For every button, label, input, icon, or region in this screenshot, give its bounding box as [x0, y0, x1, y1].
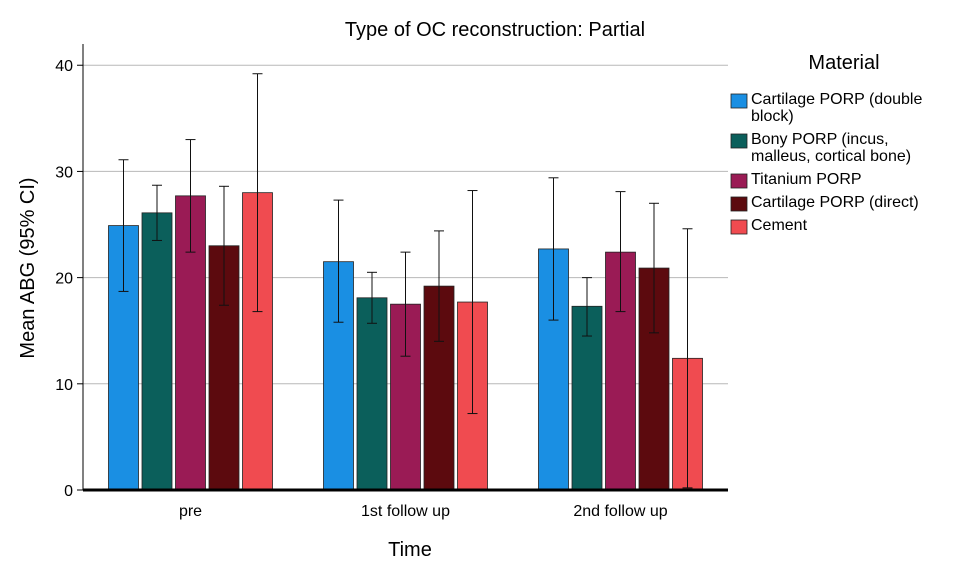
legend-label: Bony PORP (incus, malleus, cortical bone): [751, 131, 911, 165]
legend-swatch: [730, 219, 748, 235]
x-tick-label: pre: [179, 503, 202, 520]
chart-title: Type of OC reconstruction: Partial: [345, 19, 645, 41]
y-tick-label: 20: [55, 271, 73, 288]
legend-swatch: [730, 93, 748, 109]
legend-label: Titanium PORP: [751, 171, 862, 188]
legend-swatch: [730, 133, 748, 149]
y-tick-label: 30: [55, 164, 73, 181]
y-tick-label: 40: [55, 58, 73, 75]
legend-swatch: [730, 173, 748, 189]
legend: Cartilage PORP (double block) Bony PORP (i…: [730, 91, 922, 235]
legend-swatch: [730, 196, 748, 212]
bar: [356, 297, 388, 491]
legend-label: Cartilage PORP (double block): [751, 91, 922, 125]
bar: [141, 212, 173, 491]
y-axis-title: Mean ABG (95% CI): [17, 177, 39, 358]
y-tick-label: 0: [64, 483, 73, 500]
bar: [571, 305, 603, 491]
legend-label: Cement: [751, 217, 808, 234]
x-tick-label: 1st follow up: [361, 503, 450, 520]
legend-label: Cartilage PORP (direct): [751, 194, 919, 211]
legend-title: Material: [808, 52, 879, 74]
error-bars-group: [118, 73, 693, 489]
axes: 0 10 20 30 40 pre 1st follow up 2nd follow up: [55, 44, 728, 520]
x-tick-label: 2nd follow up: [573, 503, 667, 520]
x-axis-title: Time: [388, 539, 432, 561]
y-tick-label: 10: [55, 377, 73, 394]
